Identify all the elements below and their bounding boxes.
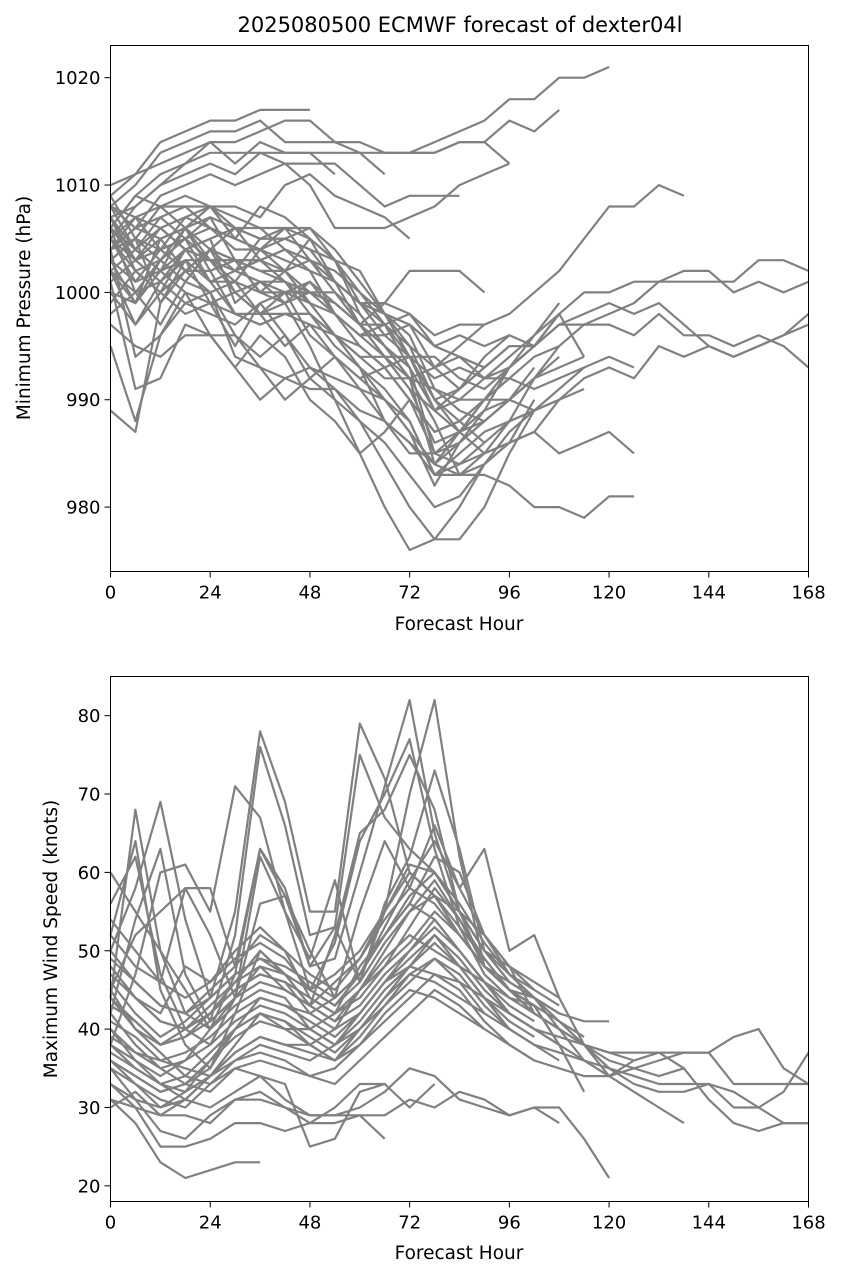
pressure-x-tick-label: 24 [199,583,222,604]
pressure-y-tick-label: 1020 [55,68,101,89]
wind-series-line [109,973,809,1125]
pressure-series-line [109,205,485,369]
wind-series-line [109,1082,385,1148]
wind-series-line [109,957,560,1093]
wind-x-axis-label: Forecast Hour [395,1243,524,1264]
pressure-series-line [109,238,536,476]
wind-y-tick-label: 30 [78,1098,101,1119]
wind-y-tick-label: 50 [78,941,101,962]
wind-y-ticks: 20 30 40 50 60 70 80 [78,706,111,1197]
pressure-x-ticks: 0 24 48 72 96 120 144 168 [105,571,826,604]
wind-chart: 0 24 48 72 96 120 144 168 20 30 40 50 60 70 80 Foreca… [41,676,826,1264]
chart-title: 2025080500 ECMWF forecast of dexter04l [237,13,682,37]
pressure-y-tick-label: 980 [66,498,100,519]
pressure-y-ticks: 980 990 1000 1010 1020 [55,68,111,519]
wind-y-tick-label: 70 [78,785,101,806]
wind-series-line [109,894,511,1031]
wind-y-tick-label: 80 [78,706,101,727]
wind-series-line [109,941,535,1070]
pressure-series-line [109,291,635,552]
pressure-series-line [110,248,485,337]
pressure-x-tick-label: 144 [692,583,726,604]
pressure-x-tick-label: 120 [592,583,626,604]
wind-x-tick-label: 72 [398,1213,421,1234]
wind-y-tick-label: 40 [78,1020,101,1041]
pressure-x-tick-label: 96 [498,583,521,604]
pressure-y-tick-label: 990 [66,390,100,411]
pressure-series-line [109,226,511,401]
wind-x-tick-label: 0 [105,1213,116,1234]
wind-x-tick-label: 144 [692,1213,726,1234]
wind-y-tick-label: 60 [78,863,101,884]
pressure-series-line [110,108,310,187]
pressure-series-line [109,119,386,197]
pressure-chart: 2025080500 ECMWF forecast of dexter04l 0… [14,13,826,635]
pressure-series-line [109,162,510,251]
wind-series-line [109,1059,436,1148]
pressure-y-axis-label: Minimum Pressure (hPa) [14,196,35,420]
pressure-x-tick-label: 168 [791,583,825,604]
pressure-series-line [109,259,585,391]
pressure-series-line [110,237,585,423]
pressure-series-line [109,237,486,444]
wind-x-tick-label: 96 [498,1213,521,1234]
wind-x-ticks: 0 24 48 72 96 120 144 168 [105,1201,826,1234]
wind-axes-frame [110,676,809,1202]
wind-y-axis-label: Maximum Wind Speed (knots) [41,800,62,1078]
pressure-x-axis-label: Forecast Hour [395,614,524,635]
wind-series-line [109,871,560,1015]
wind-x-tick-label: 168 [791,1213,825,1234]
wind-y-tick-label: 20 [78,1176,101,1197]
wind-series-line [109,926,535,1046]
pressure-axes-frame [110,45,809,572]
wind-series-line [109,769,536,1014]
pressure-y-tick-label: 1010 [55,176,101,197]
pressure-series-line [409,65,610,154]
pressure-y-tick-label: 1000 [55,283,101,304]
wind-series-line [109,957,486,1086]
wind-x-tick-label: 120 [592,1213,626,1234]
pressure-series-line [109,323,585,476]
pressure-x-tick-label: 72 [398,583,421,604]
pressure-series-line [109,227,511,412]
wind-series-line [109,934,560,1062]
pressure-x-tick-label: 0 [105,583,116,604]
wind-x-tick-label: 24 [199,1213,222,1234]
wind-series-line [109,1067,386,1140]
wind-series-line [110,988,486,1117]
pressure-series-group [109,65,810,552]
wind-x-tick-label: 48 [298,1213,321,1234]
pressure-x-tick-label: 48 [298,583,321,604]
wind-series-line [109,1098,261,1180]
wind-series-group [109,698,810,1180]
